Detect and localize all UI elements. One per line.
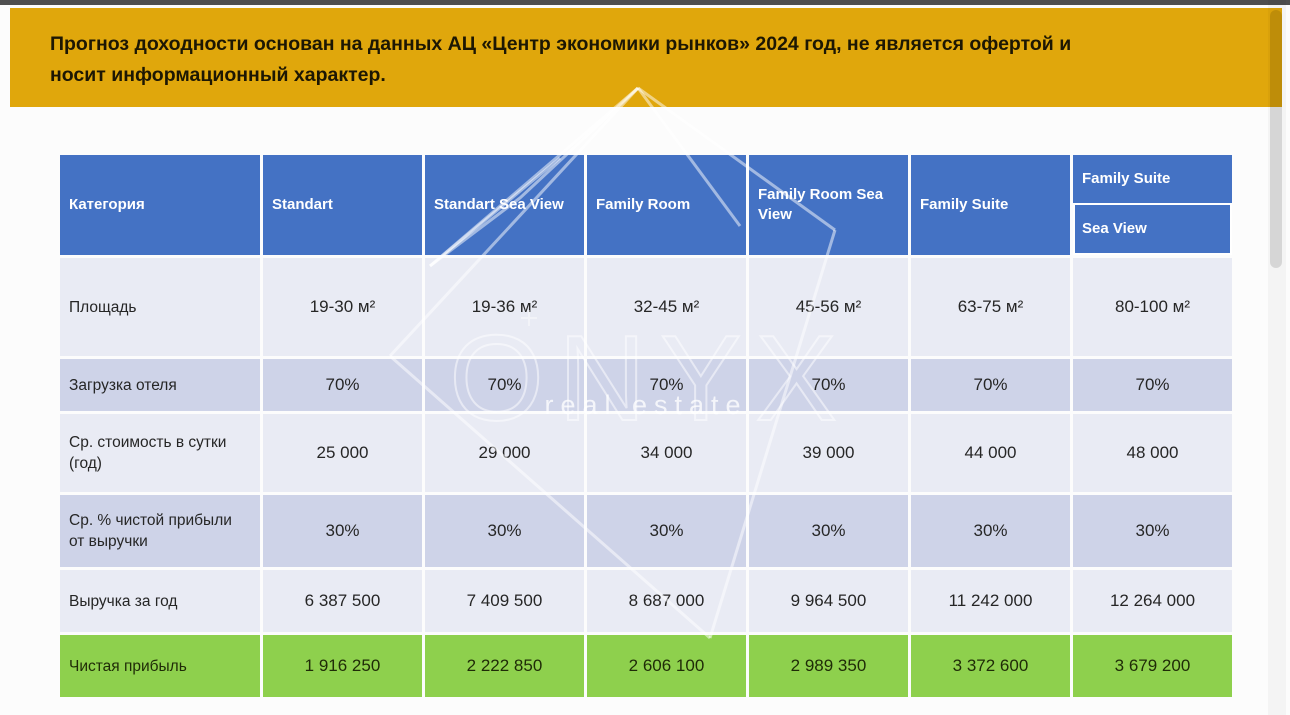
cell-value: 25 000: [263, 414, 422, 492]
header-cell-standart-sea-view: Standart Sea View: [425, 155, 584, 255]
header-sea-view-label: Sea View: [1082, 220, 1147, 237]
header-cell-family-room-sea-view: Family Room Sea View: [749, 155, 908, 255]
cell-value: 7 409 500: [425, 570, 584, 632]
cell-value: 30%: [425, 495, 584, 567]
cell-value: 30%: [1073, 495, 1232, 567]
scrollbar-thumb[interactable]: [1270, 10, 1282, 268]
cell-value: 6 387 500: [263, 570, 422, 632]
cell-value: 48 000: [1073, 414, 1232, 492]
disclaimer-line-1: Прогноз доходности основан на данных АЦ …: [50, 33, 1072, 55]
table-row: Ср. % чистой прибыли от выручки 30% 30% 30%…: [60, 495, 1232, 567]
cell-value: 2 989 350: [749, 635, 908, 697]
header-cell-family-room: Family Room: [587, 155, 746, 255]
cell-value: 12 264 000: [1073, 570, 1232, 632]
cell-value: 45-56 м²: [749, 258, 908, 356]
scrollbar-track[interactable]: [1268, 0, 1286, 715]
table-row: Чистая прибыль 1 916 250 2 222 850 2 606 10…: [60, 635, 1232, 697]
row-label: Чистая прибыль: [60, 635, 260, 697]
cell-value: 9 964 500: [749, 570, 908, 632]
cell-value: 19-30 м²: [263, 258, 422, 356]
header-family-suite-label: Family Suite: [1082, 170, 1171, 187]
header-cell-standart: Standart: [263, 155, 422, 255]
cell-value: 39 000: [749, 414, 908, 492]
cell-value: 30%: [263, 495, 422, 567]
cell-value: 80-100 м²: [1073, 258, 1232, 356]
table-row: Выручка за год 6 387 500 7 409 500 8 687 00…: [60, 570, 1232, 632]
cell-value: 34 000: [587, 414, 746, 492]
table-header-row: Категория Standart Standart Sea View Fam…: [60, 155, 1232, 255]
row-label: Загрузка отеля: [60, 359, 260, 411]
header-cell-family-suite: Family Suite: [911, 155, 1070, 255]
header-cell-family-suite-sea-view: Family Suite Sea View: [1073, 155, 1232, 255]
cell-value: 44 000: [911, 414, 1070, 492]
table-body: Площадь 19-30 м² 19-36 м² 32-45 м² 45-56 м² 6…: [60, 258, 1232, 697]
cell-value: 8 687 000: [587, 570, 746, 632]
table-row: Загрузка отеля 70% 70% 70% 70% 70% 70%: [60, 359, 1232, 411]
cell-value: 2 222 850: [425, 635, 584, 697]
disclaimer-banner: Прогноз доходности основан на данных АЦ …: [10, 8, 1282, 107]
cell-value: 19-36 м²: [425, 258, 584, 356]
header-sea-view-box: Sea View: [1073, 203, 1232, 255]
cell-value: 30%: [911, 495, 1070, 567]
forecast-table: Категория Standart Standart Sea View Fam…: [57, 152, 1235, 700]
row-label: Выручка за год: [60, 570, 260, 632]
cell-value: 32-45 м²: [587, 258, 746, 356]
row-label: Ср. % чистой прибыли от выручки: [60, 495, 260, 567]
table-row: Ср. стоимость в сутки (год) 25 000 29 000 3…: [60, 414, 1232, 492]
cell-value: 70%: [425, 359, 584, 411]
header-cell-category: Категория: [60, 155, 260, 255]
disclaimer-text: Прогноз доходности основан на данных АЦ …: [10, 8, 1282, 91]
cell-value: 63-75 м²: [911, 258, 1070, 356]
cell-value: 70%: [263, 359, 422, 411]
disclaimer-line-2: носит информационный характер.: [50, 64, 386, 86]
cell-value: 70%: [1073, 359, 1232, 411]
cell-value: 3 679 200: [1073, 635, 1232, 697]
cell-value: 2 606 100: [587, 635, 746, 697]
window-top-edge: [0, 0, 1290, 5]
cell-value: 70%: [911, 359, 1070, 411]
cell-value: 29 000: [425, 414, 584, 492]
cell-value: 3 372 600: [911, 635, 1070, 697]
row-label: Площадь: [60, 258, 260, 356]
cell-value: 30%: [749, 495, 908, 567]
row-label: Ср. стоимость в сутки (год): [60, 414, 260, 492]
cell-value: 30%: [587, 495, 746, 567]
cell-value: 70%: [587, 359, 746, 411]
cell-value: 11 242 000: [911, 570, 1070, 632]
cell-value: 1 916 250: [263, 635, 422, 697]
table-row: Площадь 19-30 м² 19-36 м² 32-45 м² 45-56 м² 6…: [60, 258, 1232, 356]
cell-value: 70%: [749, 359, 908, 411]
forecast-table-area: Категория Standart Standart Sea View Fam…: [57, 152, 1235, 700]
